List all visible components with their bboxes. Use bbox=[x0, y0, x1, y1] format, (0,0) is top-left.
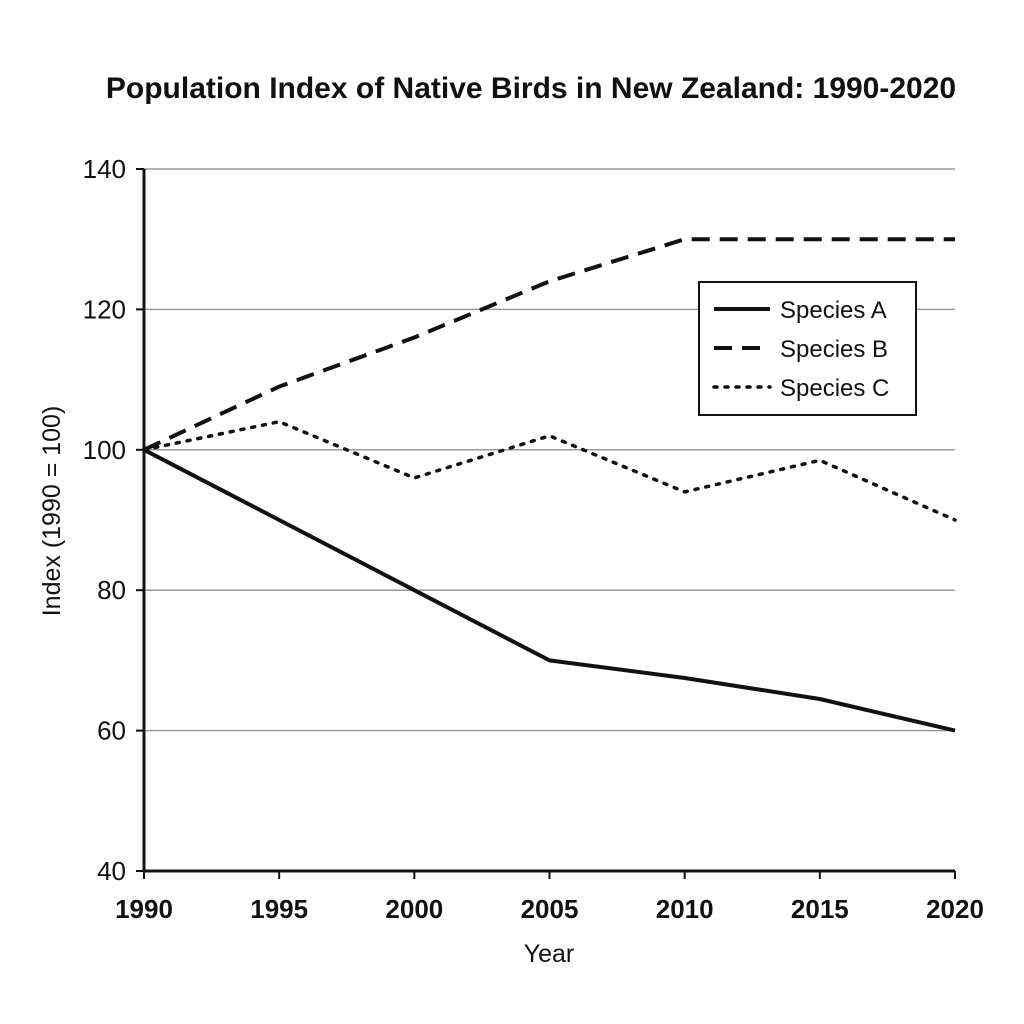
legend-label-species-c: Species C bbox=[780, 375, 889, 402]
legend-box bbox=[698, 281, 917, 416]
x-tick-label-1990: 1990 bbox=[115, 894, 173, 924]
y-tick-label-80: 80 bbox=[97, 575, 126, 605]
x-tick-label-2010: 2010 bbox=[656, 894, 714, 924]
x-tick-label-2000: 2000 bbox=[385, 894, 443, 924]
axes bbox=[142, 169, 955, 873]
y-tick-label-100: 100 bbox=[83, 435, 126, 465]
series-lines bbox=[142, 237, 957, 733]
y-tick-label-120: 120 bbox=[83, 294, 126, 324]
x-axis-label: Year bbox=[524, 940, 575, 968]
x-tick-label-2005: 2005 bbox=[521, 894, 579, 924]
legend: Species A Species B Species C bbox=[698, 281, 917, 416]
series-line-species-a bbox=[143, 448, 956, 733]
y-tick-label-40: 40 bbox=[97, 856, 126, 886]
gridlines bbox=[144, 168, 955, 732]
legend-label-species-b: Species B bbox=[780, 336, 888, 363]
x-tick-label-2015: 2015 bbox=[791, 894, 849, 924]
chart-title: Population Index of Native Birds in New … bbox=[106, 72, 956, 105]
series-line-species-c bbox=[142, 419, 957, 522]
x-tick-label-2020: 2020 bbox=[926, 894, 984, 924]
tick-labels: 40 60 80 100 120 140 1990 1995 2000 2005 2010 2015 2… bbox=[83, 154, 984, 924]
x-tick-label-1995: 1995 bbox=[250, 894, 308, 924]
series-line-species-b bbox=[143, 237, 955, 452]
y-axis-label: Index (1990 = 100) bbox=[38, 406, 66, 617]
legend-label-species-a: Species A bbox=[780, 297, 887, 324]
y-tick-label-60: 60 bbox=[97, 716, 126, 746]
y-tick-label-140: 140 bbox=[83, 154, 126, 184]
